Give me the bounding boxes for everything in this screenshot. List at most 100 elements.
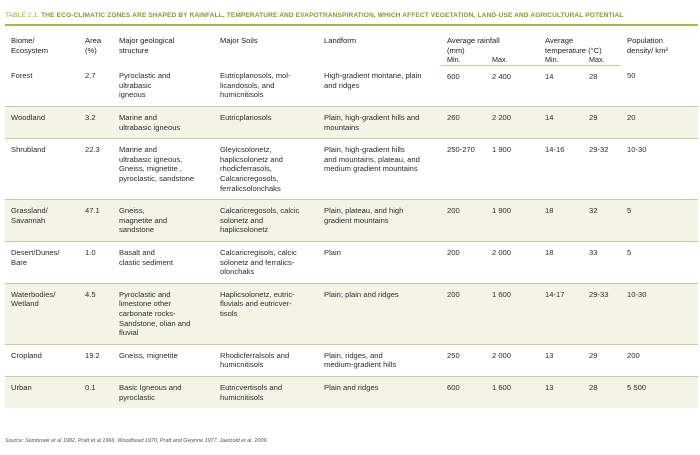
cell-geology: Gneiss, mignetite — [113, 343, 214, 377]
cell-rainfall-min: 250-270 — [441, 138, 486, 200]
header-geology: Major geological structure — [119, 36, 175, 55]
cell-geology: Gneiss, magnetite and sandstone — [113, 199, 214, 242]
cell-biome: Urban — [5, 375, 79, 409]
table-row: Cropland 19.2 Gneiss, mignetite Rhodicferra… — [5, 343, 699, 377]
cell-temperature-max: 28 — [583, 375, 622, 409]
cell-temperature-min: 14-17 — [539, 282, 584, 345]
cell-soils: Calcaricregisols, calcic solonetz and fer… — [214, 241, 318, 284]
cell-geology: Pyroclastic and ultrabasic igneous — [119, 71, 171, 100]
header-area: Area (%) — [85, 36, 102, 55]
cell-soils: Eutricvertisols and humicnitisols — [214, 375, 318, 409]
table-number: Table 2.1: — [5, 12, 40, 19]
cell-area: 4.5 — [79, 282, 113, 345]
cell-temperature-max: 33 — [583, 241, 622, 284]
eco-climatic-zones-table: Biome/Ecosystem Area (%) Major geological… — [5, 36, 699, 409]
cell-temperature-min: 13 — [539, 375, 584, 409]
table-row: Woodland 3.2 Marine and ultrabasic igneous E… — [5, 106, 699, 139]
table-caption: Table 2.1: The eco-climatic zones are sh… — [5, 12, 695, 19]
cell-soils: Calcaricregosols, calcic solonetz and hapl… — [214, 199, 318, 242]
cell-temperature-min: 14 — [539, 106, 584, 139]
cell-biome: Grassland/Savannah — [5, 199, 79, 242]
header-temp-max: Max. — [583, 55, 622, 66]
cell-landform: Plain, high-gradient hills and mountains,… — [318, 138, 441, 200]
cell-temperature-min: 13 — [539, 343, 584, 377]
cell-landform: Plain, ridges, and medium-gradient hills — [318, 343, 441, 377]
table-row: Urban 0.1 Basic Igneous and pyroclastic Eutr… — [5, 375, 699, 409]
cell-soils: Eutricplanosols, mol-licandosols, and hum… — [220, 71, 291, 100]
header-soils: Major Soils — [220, 36, 258, 45]
cell-temperature-max: 29-33 — [583, 282, 622, 345]
cell-geology: Basalt and clastic sediment — [113, 241, 214, 284]
cell-temperature-max: 29 — [583, 343, 622, 377]
table-row: Forest 2.7 Pyroclastic and ultrabasic igneou… — [5, 65, 698, 106]
cell-population-density: 5 — [621, 199, 699, 242]
header-rain-min: Min. — [441, 55, 486, 66]
cell-biome: Desert/Dunes/Bare — [5, 241, 79, 284]
caption-rule — [5, 24, 698, 26]
cell-biome: Woodland — [5, 106, 79, 139]
table-title: The eco-climatic zones are shaped by rai… — [41, 12, 624, 19]
header-rainfall: Average rainfall (mm) — [447, 36, 500, 55]
cell-rainfall-max: 1 900 — [486, 138, 540, 200]
cell-rainfall-min: 200 — [441, 199, 486, 242]
cell-rainfall-max: 2 400 — [492, 71, 512, 81]
cell-soils: Rhodicferralsols and humicnitisols — [214, 343, 318, 377]
cell-temperature-max: 29-32 — [583, 138, 622, 200]
cell-rainfall-max: 2 000 — [486, 343, 540, 377]
cell-population-density: 5 500 — [621, 375, 699, 409]
cell-rainfall-min: 200 — [441, 241, 486, 284]
cell-rainfall-max: 2 000 — [486, 241, 540, 284]
cell-area: 3.2 — [79, 106, 113, 139]
header-landform: Landform — [324, 36, 357, 45]
cell-biome: Shrubland — [5, 138, 79, 200]
cell-biome: Cropland — [5, 343, 79, 377]
cell-landform: Plain, plateau, and high gradient mountai… — [318, 199, 441, 242]
cell-geology: Marine and ultrabasic igneous, Gneiss, mig… — [113, 138, 214, 200]
cell-population-density: 10-30 — [621, 282, 699, 345]
cell-area: 47.1 — [79, 199, 113, 242]
header-biome: Biome/Ecosystem — [11, 36, 49, 55]
cell-population-density: 10-30 — [621, 138, 699, 200]
cell-temperature-min: 14 — [545, 71, 554, 81]
cell-population-density: 50 — [627, 71, 636, 81]
cell-area: 1.0 — [79, 241, 113, 284]
cell-rainfall-min: 600 — [447, 71, 460, 81]
header-population: Population density/ km² — [627, 36, 668, 55]
header-rain-max: Max. — [486, 55, 540, 66]
cell-population-density: 5 — [621, 241, 699, 284]
cell-rainfall-min: 260 — [441, 106, 486, 139]
cell-rainfall-max: 2 200 — [486, 106, 540, 139]
cell-area: 2.7 — [85, 71, 96, 81]
header-temp-min: Min. — [539, 55, 584, 66]
cell-population-density: 200 — [621, 343, 699, 377]
table-row: Desert/Dunes/Bare 1.0 Basalt and clastic se… — [5, 241, 699, 284]
table-row: Shrubland 22.3 Marine and ultrabasic igneou… — [5, 138, 699, 200]
cell-temperature-max: 32 — [583, 199, 622, 242]
cell-soils: Eutricplanosols — [214, 106, 318, 139]
cell-temperature-min: 18 — [539, 199, 584, 242]
table-body: Forest 2.7 Pyroclastic and ultrabasic igneou… — [5, 65, 699, 409]
table-row: Waterbodies/Wetland 4.5 Pyroclastic and lim… — [5, 282, 699, 345]
cell-rainfall-max: 1 900 — [486, 199, 540, 242]
cell-geology: Basic Igneous and pyroclastic — [113, 375, 214, 409]
header-temperature: Average temperature (°C) — [545, 36, 602, 55]
cell-area: 22.3 — [79, 138, 113, 200]
cell-temperature-max: 29 — [583, 106, 622, 139]
cell-soils: Haplicsolonetz, eutric-fluvials and eutr… — [214, 282, 318, 345]
cell-temperature-max: 28 — [589, 71, 598, 81]
cell-temperature-min: 14-16 — [539, 138, 584, 200]
cell-area: 19.2 — [79, 343, 113, 377]
cell-landform: High-gradient montane, plain and ridges — [324, 71, 422, 90]
cell-area: 0.1 — [79, 375, 113, 409]
cell-population-density: 20 — [621, 106, 699, 139]
cell-rainfall-min: 600 — [441, 375, 486, 409]
cell-landform: Plain, high-gradient hills and mountains — [318, 106, 441, 139]
cell-landform: Plain and ridges — [318, 375, 441, 409]
cell-biome: Forest — [11, 71, 33, 81]
table-source: Source: Sombroek et al 1982, Pratt et al… — [5, 438, 268, 444]
cell-temperature-min: 18 — [539, 241, 584, 284]
cell-rainfall-max: 1 600 — [486, 375, 540, 409]
cell-rainfall-min: 200 — [441, 282, 486, 345]
cell-rainfall-max: 1 600 — [486, 282, 540, 345]
cell-biome: Waterbodies/Wetland — [5, 282, 79, 345]
